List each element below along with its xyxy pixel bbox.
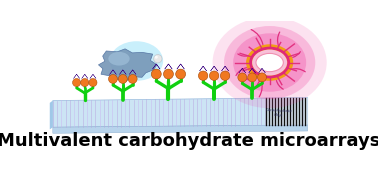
Polygon shape xyxy=(153,64,160,69)
Circle shape xyxy=(164,69,174,79)
Circle shape xyxy=(176,69,186,79)
Polygon shape xyxy=(119,70,126,75)
Circle shape xyxy=(108,75,118,83)
Ellipse shape xyxy=(212,17,327,108)
Polygon shape xyxy=(239,68,246,73)
Circle shape xyxy=(153,54,162,63)
Polygon shape xyxy=(53,98,308,127)
Circle shape xyxy=(209,71,219,80)
Ellipse shape xyxy=(256,53,284,72)
Circle shape xyxy=(238,73,247,82)
Circle shape xyxy=(248,73,257,82)
Circle shape xyxy=(257,73,266,82)
Polygon shape xyxy=(82,74,88,79)
Polygon shape xyxy=(211,66,218,71)
Ellipse shape xyxy=(259,56,273,64)
Circle shape xyxy=(151,69,161,79)
Ellipse shape xyxy=(233,33,306,92)
Circle shape xyxy=(128,75,137,83)
Polygon shape xyxy=(50,101,53,129)
Polygon shape xyxy=(98,49,157,82)
Polygon shape xyxy=(90,74,96,79)
Polygon shape xyxy=(73,74,80,79)
Ellipse shape xyxy=(108,52,130,66)
Ellipse shape xyxy=(110,41,163,81)
Circle shape xyxy=(73,79,81,87)
Circle shape xyxy=(81,79,89,87)
Polygon shape xyxy=(129,70,136,75)
Polygon shape xyxy=(177,64,184,69)
Polygon shape xyxy=(53,125,308,133)
Circle shape xyxy=(155,56,158,59)
Polygon shape xyxy=(249,68,256,73)
Circle shape xyxy=(89,79,97,87)
Ellipse shape xyxy=(246,44,293,81)
Text: Multivalent carbohydrate microarrays: Multivalent carbohydrate microarrays xyxy=(0,132,378,150)
Text: Carbohydrate
Chip: Carbohydrate Chip xyxy=(265,108,292,118)
Circle shape xyxy=(198,71,208,80)
Polygon shape xyxy=(165,64,172,69)
Ellipse shape xyxy=(252,50,287,75)
Circle shape xyxy=(220,71,230,80)
Polygon shape xyxy=(259,68,265,73)
Circle shape xyxy=(118,75,127,83)
Polygon shape xyxy=(110,70,116,75)
Polygon shape xyxy=(200,66,207,71)
Polygon shape xyxy=(266,98,308,125)
Ellipse shape xyxy=(224,26,315,99)
Polygon shape xyxy=(222,66,229,71)
